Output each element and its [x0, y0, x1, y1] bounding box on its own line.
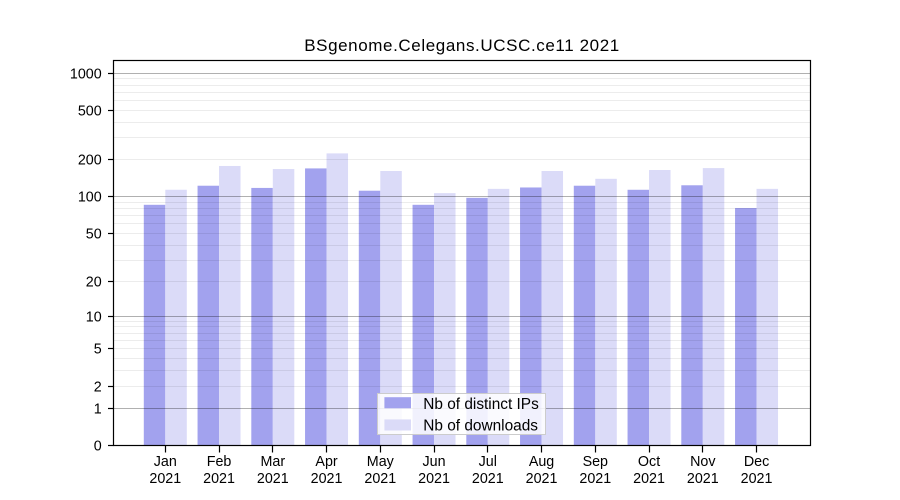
- svg-text:2021: 2021: [526, 471, 558, 487]
- svg-text:2021: 2021: [579, 471, 611, 487]
- svg-text:2021: 2021: [418, 471, 450, 487]
- svg-text:2021: 2021: [472, 471, 504, 487]
- svg-text:2: 2: [94, 380, 102, 396]
- svg-text:Feb: Feb: [207, 454, 232, 470]
- svg-text:2021: 2021: [364, 471, 396, 487]
- svg-text:Jan: Jan: [154, 454, 177, 470]
- svg-text:Jun: Jun: [423, 454, 446, 470]
- svg-text:2021: 2021: [687, 471, 719, 487]
- svg-text:2021: 2021: [633, 471, 665, 487]
- svg-text:2021: 2021: [257, 471, 289, 487]
- svg-text:BSgenome.Celegans.UCSC.ce11 20: BSgenome.Celegans.UCSC.ce11 2021: [304, 36, 620, 55]
- svg-text:50: 50: [86, 227, 102, 243]
- svg-text:200: 200: [78, 153, 102, 169]
- svg-text:10: 10: [86, 310, 102, 326]
- svg-text:2021: 2021: [311, 471, 343, 487]
- svg-text:Mar: Mar: [260, 454, 285, 470]
- svg-text:2021: 2021: [741, 471, 773, 487]
- svg-text:500: 500: [78, 104, 102, 120]
- svg-text:100: 100: [78, 190, 102, 206]
- svg-text:2021: 2021: [149, 471, 181, 487]
- svg-text:Aug: Aug: [529, 454, 554, 470]
- svg-text:2021: 2021: [203, 471, 235, 487]
- svg-text:1000: 1000: [70, 67, 102, 83]
- svg-text:Sep: Sep: [583, 454, 608, 470]
- svg-text:Nov: Nov: [690, 454, 716, 470]
- svg-text:0: 0: [94, 439, 102, 455]
- svg-text:May: May: [367, 454, 395, 470]
- svg-text:Apr: Apr: [315, 454, 337, 470]
- svg-text:1: 1: [94, 402, 102, 418]
- svg-text:Nb of downloads: Nb of downloads: [423, 417, 538, 434]
- svg-text:Dec: Dec: [744, 454, 769, 470]
- svg-text:Nb of distinct IPs: Nb of distinct IPs: [423, 396, 539, 413]
- svg-text:Oct: Oct: [638, 454, 660, 470]
- svg-text:5: 5: [94, 342, 102, 358]
- svg-text:Jul: Jul: [479, 454, 497, 470]
- svg-text:20: 20: [86, 275, 102, 291]
